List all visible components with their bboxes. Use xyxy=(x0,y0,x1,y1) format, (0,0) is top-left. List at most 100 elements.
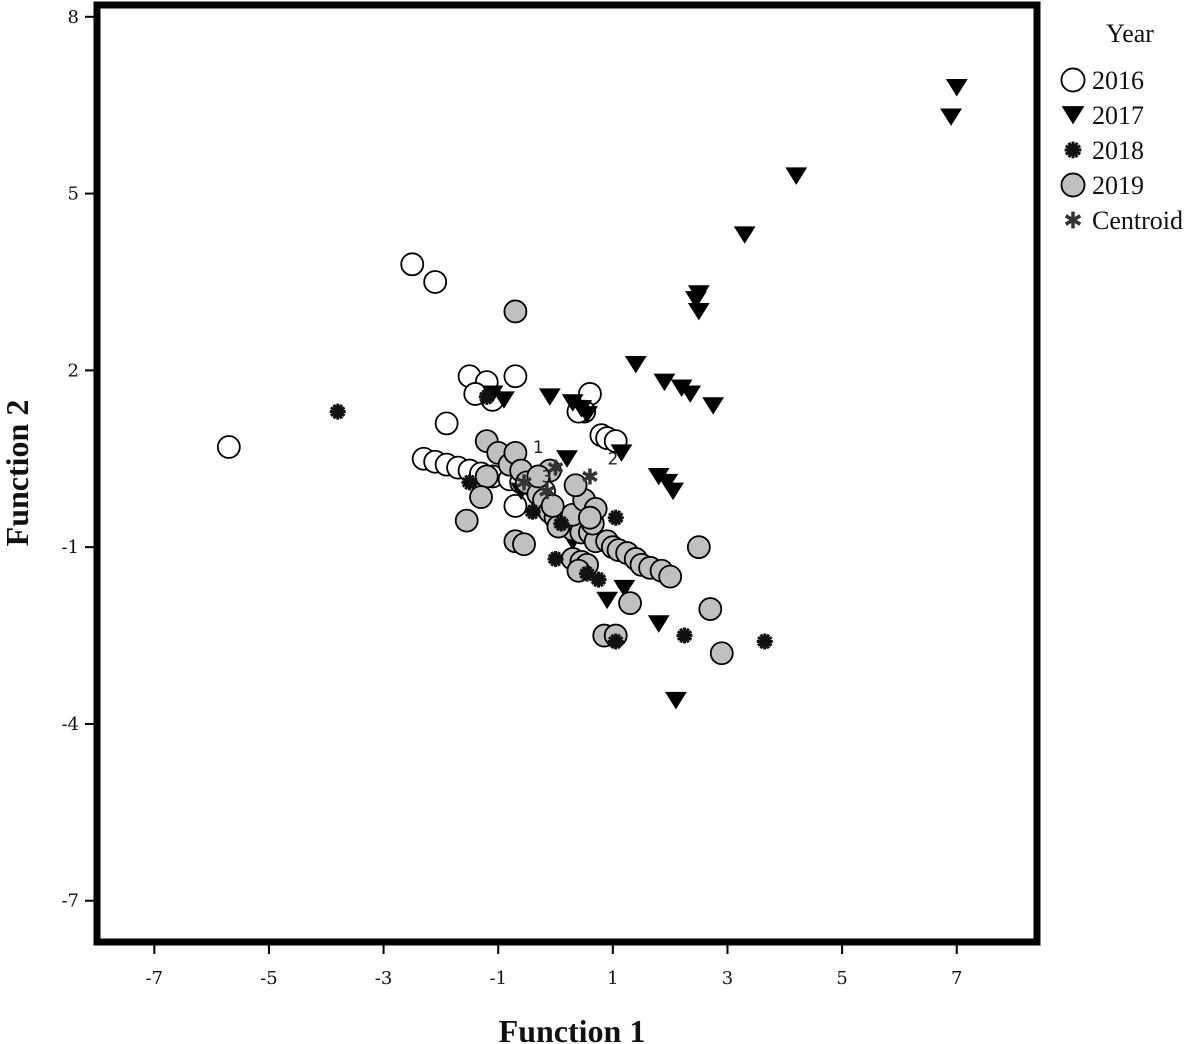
legend-items: 2016 2017 2018 2019 Centroid xyxy=(1060,66,1183,235)
legend-marker-2017 xyxy=(1061,106,1085,125)
point-2017 xyxy=(624,355,647,374)
point-2019 xyxy=(658,564,683,589)
legend-item-2018: 2018 xyxy=(1064,136,1144,165)
point-2017 xyxy=(685,291,707,309)
point-centroid xyxy=(582,468,598,485)
legend-marker-centroid xyxy=(1064,211,1082,229)
x-tick-label: 7 xyxy=(951,968,962,989)
legend-marker-2018 xyxy=(1064,141,1082,159)
y-tick-label: 2 xyxy=(68,360,79,381)
legend-label: Centroid xyxy=(1092,206,1183,235)
point-2019 xyxy=(469,485,493,509)
point-2017 xyxy=(610,444,633,462)
point-2019 xyxy=(474,464,499,489)
point-2016 xyxy=(216,435,241,459)
x-axis: -7 -5 -3 -1 1 3 5 7 xyxy=(146,942,962,989)
centroid-label: 1 xyxy=(533,438,544,458)
point-2019 xyxy=(698,597,723,621)
point-2017 xyxy=(662,482,684,501)
legend-item-2019: 2019 xyxy=(1060,171,1144,200)
point-2018 xyxy=(579,565,596,582)
point-2017 xyxy=(940,108,962,126)
point-2017 xyxy=(665,691,687,710)
point-2018 xyxy=(329,403,346,420)
legend-label: 2017 xyxy=(1092,101,1144,130)
point-2016 xyxy=(423,270,448,294)
centroid-labels: 1 2 3 xyxy=(533,438,618,487)
x-tick-label: -3 xyxy=(375,968,393,989)
point-2017 xyxy=(653,373,676,392)
point-2019 xyxy=(578,505,602,530)
point-2018 xyxy=(553,515,570,532)
point-2017 xyxy=(702,397,725,415)
point-2017 xyxy=(538,388,561,406)
centroid-label: 3 xyxy=(542,467,553,487)
point-2019 xyxy=(512,532,536,557)
point-2017 xyxy=(687,302,710,321)
point-centroid xyxy=(539,483,555,500)
x-tick-label: -1 xyxy=(489,968,507,989)
legend-item-2016: 2016 xyxy=(1060,66,1144,95)
legend-marker-2016 xyxy=(1060,67,1086,93)
point-centroid xyxy=(516,474,532,491)
legend-item-centroid: Centroid xyxy=(1064,206,1183,235)
centroid-label: 2 xyxy=(607,450,618,470)
y-tick-label: -4 xyxy=(61,714,79,735)
point-2017 xyxy=(613,579,636,598)
point-2018 xyxy=(676,627,693,644)
legend: Year 2016 2017 2018 2019 Centroid xyxy=(1060,19,1183,235)
y-axis-title: Function 2 xyxy=(0,400,35,547)
x-tick-label: 1 xyxy=(607,968,618,989)
plot-frame xyxy=(93,1,1041,946)
point-2019 xyxy=(686,535,711,560)
x-tick-label: 5 xyxy=(836,968,847,989)
series-2016 xyxy=(216,252,628,518)
y-tick-label: -1 xyxy=(61,537,79,558)
point-2019 xyxy=(526,464,551,489)
point-2017 xyxy=(945,79,968,97)
point-2018 xyxy=(461,474,478,491)
point-2017 xyxy=(493,391,515,409)
x-tick-label: -7 xyxy=(146,968,164,989)
point-2019 xyxy=(563,473,588,498)
legend-item-2017: 2017 xyxy=(1061,101,1144,130)
point-2017 xyxy=(733,226,756,244)
point-centroid xyxy=(547,459,564,476)
x-tick-label: 3 xyxy=(722,968,733,989)
data-points xyxy=(216,79,968,710)
point-2016 xyxy=(503,364,528,389)
point-2016 xyxy=(434,411,459,436)
point-2018 xyxy=(524,503,541,520)
point-2018 xyxy=(607,509,624,526)
point-2019 xyxy=(503,299,528,324)
legend-label: 2016 xyxy=(1092,66,1144,95)
point-2017 xyxy=(576,406,598,424)
point-2017 xyxy=(596,591,619,610)
point-2019 xyxy=(618,591,642,616)
point-2019 xyxy=(454,508,479,533)
point-2019 xyxy=(540,494,565,518)
series-2019 xyxy=(454,299,734,666)
point-2018 xyxy=(590,571,607,588)
legend-label: 2019 xyxy=(1092,171,1144,200)
series-2017 xyxy=(481,79,968,710)
point-2018 xyxy=(478,388,495,405)
x-axis-title: Function 1 xyxy=(499,1013,646,1044)
point-2016 xyxy=(400,252,425,277)
legend-title: Year xyxy=(1106,19,1154,48)
y-axis: 8 5 2 -1 -4 -7 xyxy=(61,7,97,912)
point-2017 xyxy=(785,167,808,185)
x-tick-label: -5 xyxy=(260,968,278,989)
point-2018 xyxy=(756,633,773,650)
legend-marker-2019 xyxy=(1060,172,1086,198)
point-2016 xyxy=(503,494,528,518)
point-2017 xyxy=(647,615,670,633)
y-tick-label: -7 xyxy=(61,891,79,912)
point-2017 xyxy=(556,450,578,468)
y-tick-label: 8 xyxy=(68,7,79,28)
series-centroid xyxy=(516,459,598,500)
y-tick-label: 5 xyxy=(68,184,79,205)
point-2018 xyxy=(547,550,564,567)
point-2019 xyxy=(709,641,734,666)
